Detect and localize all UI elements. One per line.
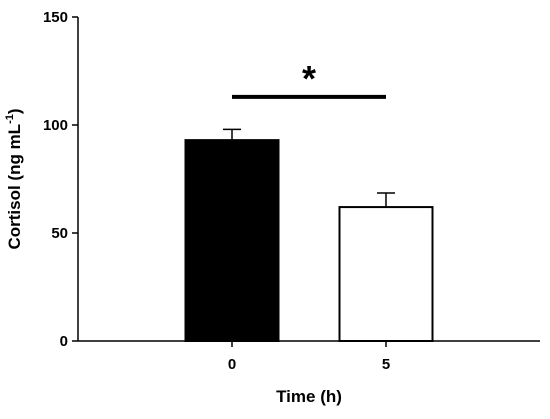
x-tick-label-0: 0 xyxy=(228,356,236,373)
significance-asterisk: * xyxy=(302,58,316,99)
y-axis-title-close: ) xyxy=(5,108,24,114)
x-tick-label-5: 5 xyxy=(382,356,390,373)
y-tick-label-150: 150 xyxy=(43,9,68,26)
y-axis: 0 50 100 150 xyxy=(43,9,79,350)
y-tick-label-100: 100 xyxy=(43,117,68,134)
y-tick-label-0: 0 xyxy=(60,333,68,350)
y-axis-title-superscript: -1 xyxy=(4,114,16,124)
significance-annotation: * xyxy=(232,58,386,99)
y-tick-label-50: 50 xyxy=(51,225,68,242)
bar-time-0 xyxy=(184,139,280,342)
y-axis-title-main: Cortisol (ng mL xyxy=(5,124,24,250)
x-axis-title: Time (h) xyxy=(276,387,342,406)
y-axis-title: Cortisol (ng mL-1) xyxy=(4,108,24,249)
bar-time-5 xyxy=(338,206,434,342)
bars xyxy=(184,128,434,342)
